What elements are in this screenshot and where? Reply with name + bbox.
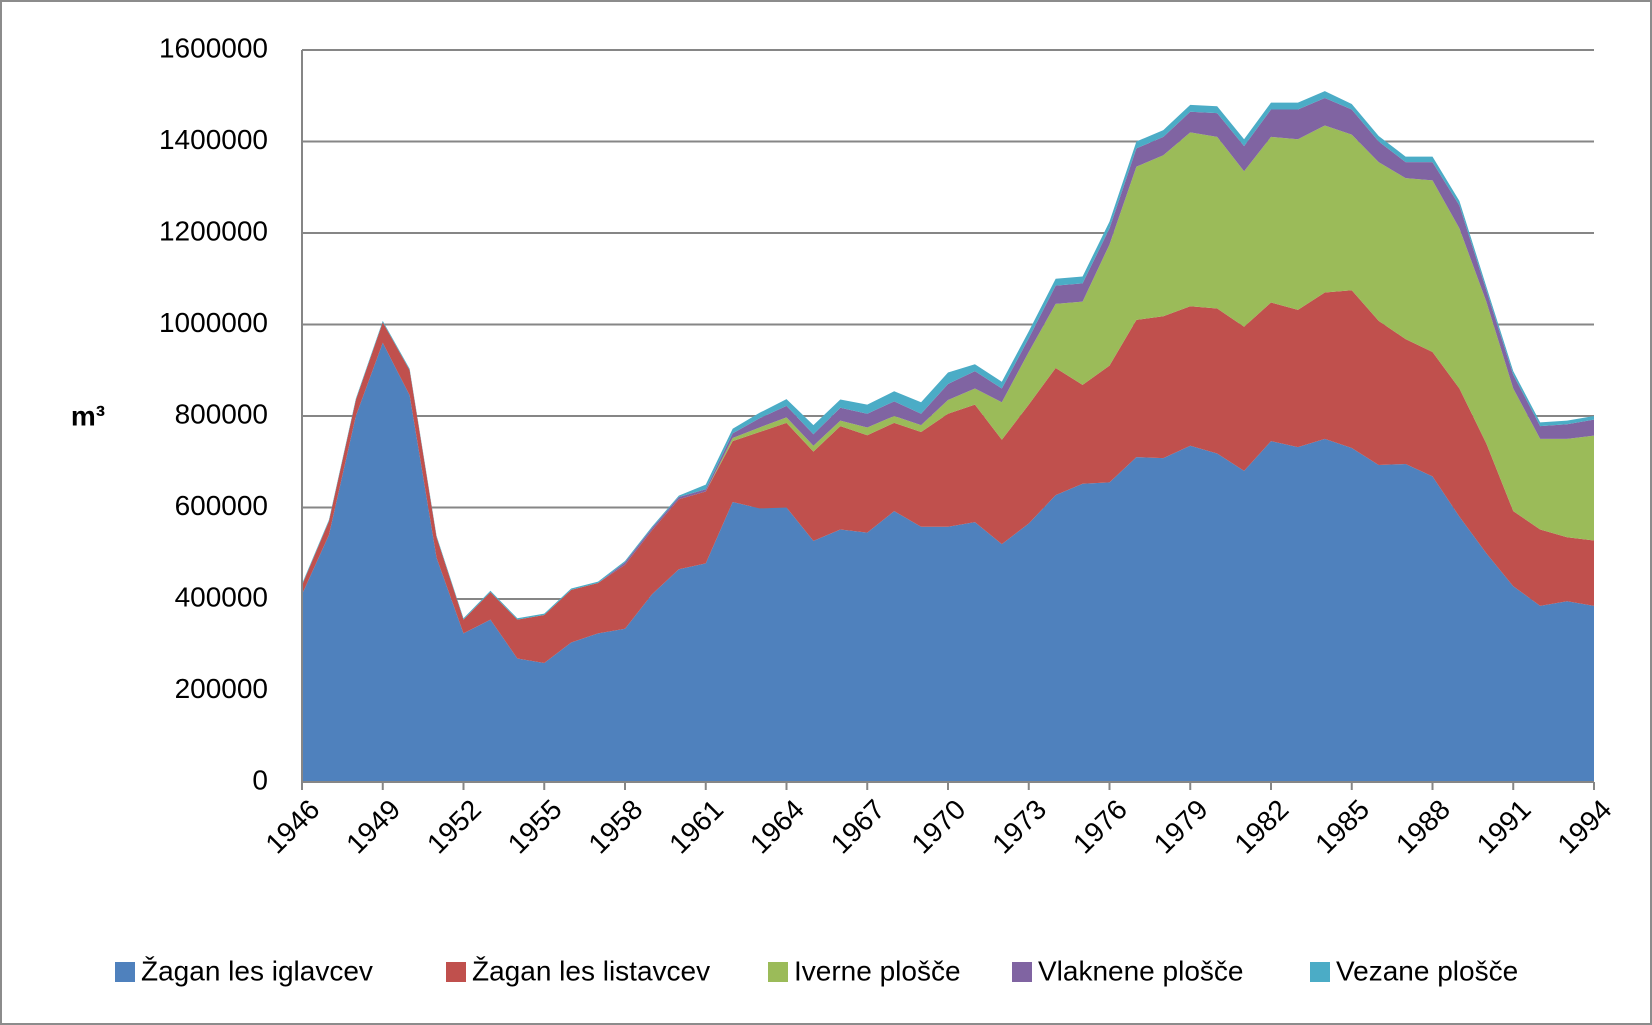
y-tick-label: 200000 (175, 673, 268, 704)
y-axis-label: m³ (71, 400, 105, 431)
y-tick-label: 400000 (175, 581, 268, 612)
legend-swatch (1310, 962, 1330, 982)
legend-label: Žagan les listavcev (472, 955, 710, 986)
legend-label: Žagan les iglavcev (141, 955, 373, 986)
legend-swatch (115, 962, 135, 982)
legend-label: Vlaknene plošče (1038, 955, 1243, 986)
area (302, 290, 1594, 664)
y-tick-label: 1000000 (159, 307, 268, 338)
y-tick-label: 1400000 (159, 124, 268, 155)
legend-label: Iverne plošče (794, 955, 961, 986)
legend-swatch (1012, 962, 1032, 982)
area (302, 342, 1594, 782)
area (302, 125, 1594, 620)
y-tick-label: 1600000 (159, 32, 268, 63)
legend-swatch (768, 962, 788, 982)
legend-label: Vezane plošče (1336, 955, 1518, 986)
legend-swatch (446, 962, 466, 982)
y-tick-label: 0 (252, 764, 268, 795)
y-tick-label: 600000 (175, 490, 268, 521)
y-tick-label: 1200000 (159, 215, 268, 246)
y-tick-label: 800000 (175, 398, 268, 429)
